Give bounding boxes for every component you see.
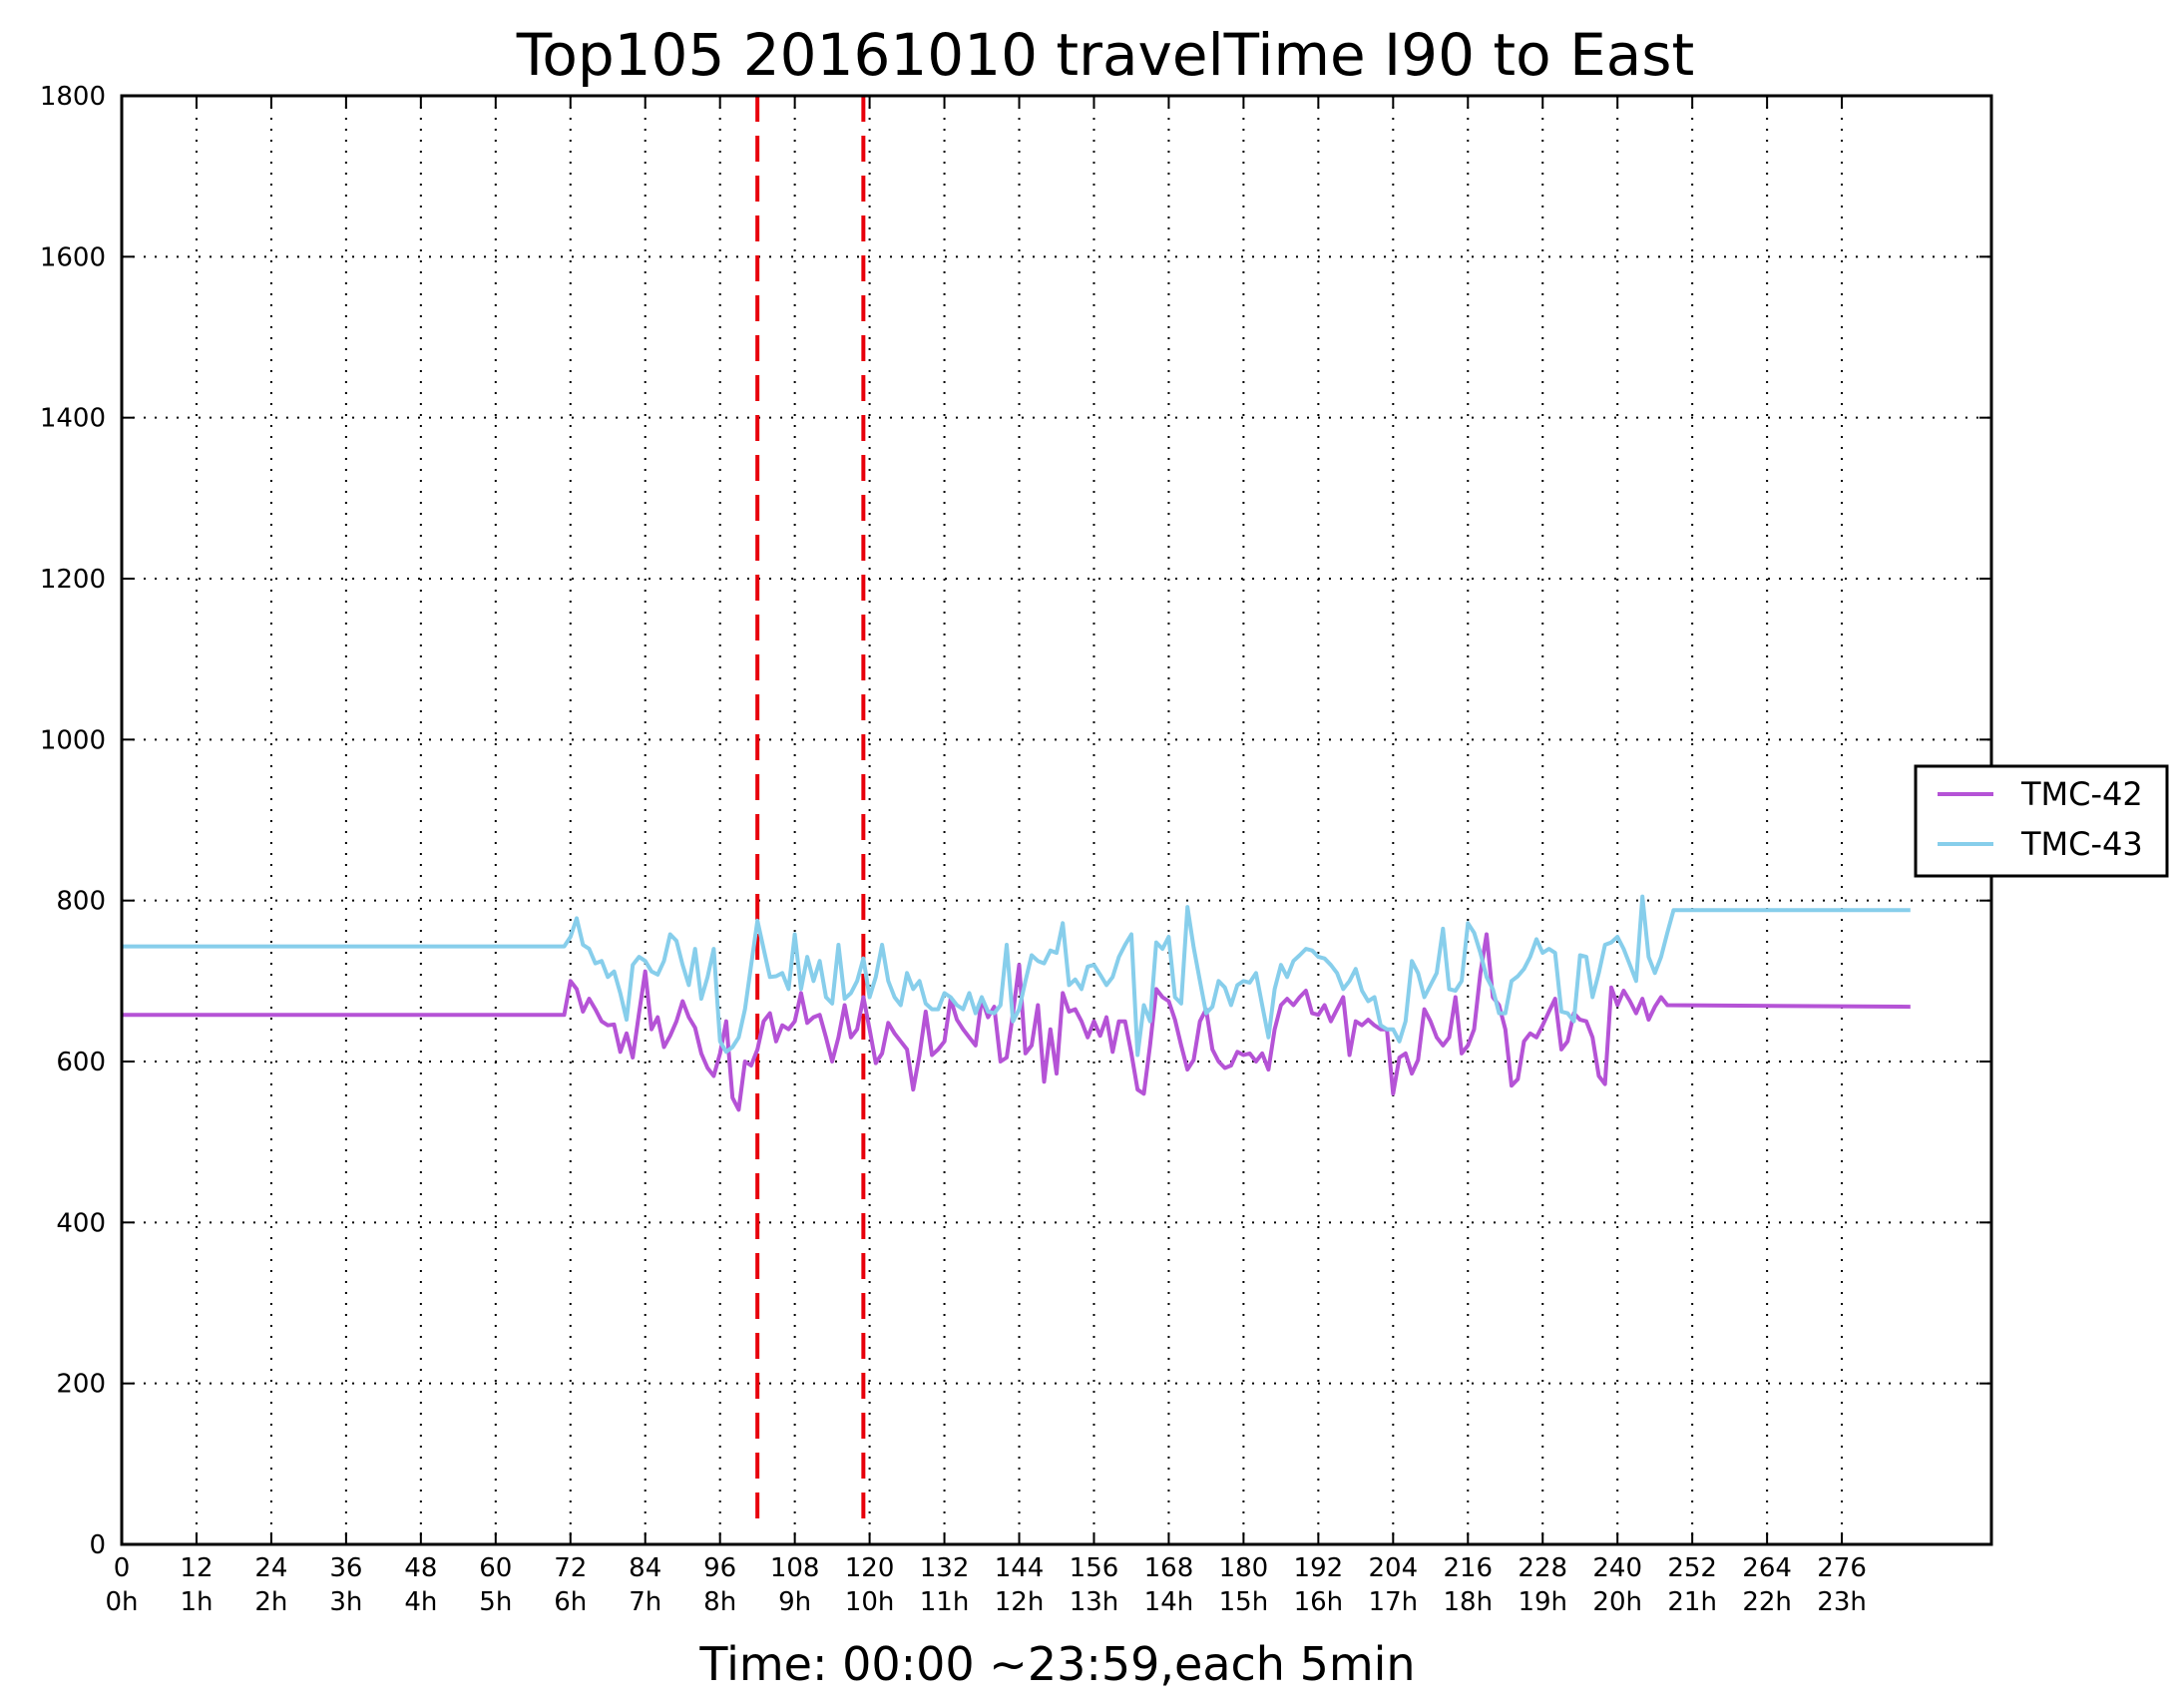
x-tick-label: 168 bbox=[1144, 1553, 1194, 1583]
y-tick-label: 200 bbox=[56, 1370, 106, 1400]
x-tick-label-hour: 18h bbox=[1443, 1587, 1493, 1617]
x-tick-label-hour: 8h bbox=[703, 1587, 736, 1617]
x-tick-label-hour: 16h bbox=[1294, 1587, 1344, 1617]
x-tick-label-hour: 22h bbox=[1742, 1587, 1792, 1617]
legend-label-tmc-43: TMC-43 bbox=[2020, 825, 2143, 863]
y-tick-label: 800 bbox=[56, 887, 106, 917]
x-tick-label: 96 bbox=[703, 1553, 736, 1583]
x-tick-label: 156 bbox=[1070, 1553, 1119, 1583]
x-tick-label: 24 bbox=[254, 1553, 287, 1583]
y-tick-label: 400 bbox=[56, 1208, 106, 1238]
x-tick-label: 240 bbox=[1592, 1553, 1642, 1583]
x-tick-label-hour: 10h bbox=[845, 1587, 895, 1617]
x-tick-label: 204 bbox=[1368, 1553, 1418, 1583]
x-tick-label: 60 bbox=[479, 1553, 512, 1583]
x-tick-label: 36 bbox=[329, 1553, 362, 1583]
x-tick-label-hour: 4h bbox=[404, 1587, 437, 1617]
x-tick-label-hour: 14h bbox=[1144, 1587, 1194, 1617]
x-tick-label: 216 bbox=[1443, 1553, 1493, 1583]
x-tick-label-hour: 6h bbox=[554, 1587, 587, 1617]
x-tick-label: 192 bbox=[1294, 1553, 1344, 1583]
plot-frame bbox=[120, 94, 1993, 1546]
x-tick-label-hour: 15h bbox=[1219, 1587, 1269, 1617]
x-axis-label: Time: 00:00 ~23:59,each 5min bbox=[698, 1637, 1415, 1691]
y-tick-label: 1000 bbox=[40, 725, 106, 755]
y-tick-label: 1800 bbox=[40, 82, 106, 112]
x-tick-label-hour: 17h bbox=[1369, 1587, 1419, 1617]
x-tick-label-hour: 3h bbox=[329, 1587, 362, 1617]
y-tick-label: 1600 bbox=[40, 242, 106, 272]
y-tick-label: 600 bbox=[56, 1048, 106, 1077]
x-tick-label-hour: 7h bbox=[629, 1587, 661, 1617]
x-tick-label: 264 bbox=[1742, 1553, 1792, 1583]
x-tick-label: 108 bbox=[770, 1553, 820, 1583]
legend-frame bbox=[1914, 764, 2169, 878]
series-lines bbox=[122, 894, 1911, 1112]
x-tick-label-hour: 2h bbox=[254, 1587, 287, 1617]
x-tick-label: 132 bbox=[920, 1553, 970, 1583]
x-tick-label: 84 bbox=[629, 1553, 661, 1583]
legend: TMC-42 TMC-43 bbox=[1914, 764, 2169, 878]
grid-lines bbox=[122, 96, 1991, 1544]
legend-label-tmc-42: TMC-42 bbox=[2020, 775, 2143, 813]
y-tick-label: 0 bbox=[89, 1530, 106, 1560]
x-tick-label-hour: 1h bbox=[180, 1587, 213, 1617]
y-tick-label: 1400 bbox=[40, 404, 106, 434]
chart-title: Top105 20161010 travelTime I90 to East bbox=[516, 21, 1694, 89]
series-line-tmc-42 bbox=[122, 932, 1911, 1112]
y-axis-ticks: 0 200 400 600 800 1000 1200 1400 1600 1800 bbox=[40, 82, 1991, 1560]
x-tick-label: 252 bbox=[1667, 1553, 1717, 1583]
x-tick-label-hour: 19h bbox=[1518, 1587, 1567, 1617]
x-tick-label: 12 bbox=[180, 1553, 213, 1583]
x-tick-label: 48 bbox=[404, 1553, 437, 1583]
x-tick-label: 120 bbox=[845, 1553, 895, 1583]
x-tick-label: 276 bbox=[1817, 1553, 1867, 1583]
y-tick-label: 1200 bbox=[40, 565, 106, 595]
x-tick-label: 0 bbox=[114, 1553, 131, 1583]
x-tick-label-hour: 20h bbox=[1592, 1587, 1642, 1617]
series-line-tmc-43 bbox=[122, 894, 1911, 1058]
x-tick-label-hour: 9h bbox=[778, 1587, 811, 1617]
x-tick-label-hour: 0h bbox=[105, 1587, 138, 1617]
x-tick-label-hour: 21h bbox=[1667, 1587, 1717, 1617]
marker-lines bbox=[755, 96, 866, 1524]
x-tick-label-hour: 13h bbox=[1070, 1587, 1119, 1617]
x-tick-label: 144 bbox=[995, 1553, 1045, 1583]
x-tick-label-hour: 5h bbox=[479, 1587, 512, 1617]
x-tick-label: 180 bbox=[1219, 1553, 1269, 1583]
x-tick-label: 72 bbox=[554, 1553, 587, 1583]
x-axis-ticks: 0 0h 12 1h 24 2h 36 3h 48 4h 60 5h 72 6h 84 7h 96 8h 108 9h… bbox=[105, 96, 1867, 1617]
x-tick-label-hour: 23h bbox=[1817, 1587, 1867, 1617]
x-tick-label: 228 bbox=[1518, 1553, 1567, 1583]
x-tick-label-hour: 11h bbox=[920, 1587, 970, 1617]
x-tick-label-hour: 12h bbox=[995, 1587, 1045, 1617]
